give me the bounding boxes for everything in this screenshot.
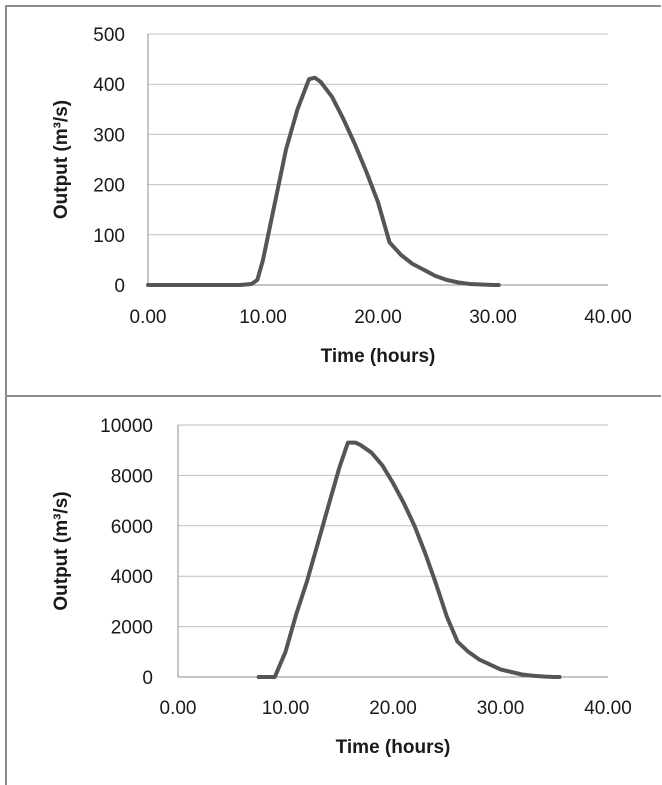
x-tick-label: 30.00 (477, 698, 525, 719)
bottom-line-chart: 0 2000 4000 6000 8000 10000 0.00 10.00 20.00 30.0… (51, 416, 632, 758)
top-line-chart: 0 100 200 300 400 500 0.00 10.00 20.00 30.00 40.00… (51, 25, 632, 367)
y-axis-title: Output (m³/s) (51, 100, 72, 219)
y-tick-label: 8000 (111, 466, 153, 487)
x-tick-label: 30.00 (469, 307, 517, 328)
y-tick-label: 10000 (100, 416, 153, 437)
y-tick-label: 100 (93, 226, 125, 247)
x-axis-title: Time (hours) (336, 737, 451, 758)
y-axis-title: Output (m³/s) (51, 491, 72, 610)
y-tick-label: 400 (93, 75, 125, 96)
x-tick-label: 40.00 (584, 698, 632, 719)
y-tick-label: 500 (93, 25, 125, 46)
y-tick-label: 200 (93, 176, 125, 197)
y-tick-label: 0 (114, 276, 125, 297)
x-tick-label: 10.00 (262, 698, 310, 719)
x-tick-label: 20.00 (354, 307, 402, 328)
x-tick-label: 40.00 (584, 307, 632, 328)
series-line (146, 75, 501, 287)
y-tick-label: 300 (93, 125, 125, 146)
x-tick-label: 20.00 (369, 698, 417, 719)
y-tick-label: 2000 (111, 618, 153, 639)
y-tick-label: 6000 (111, 517, 153, 538)
x-tick-label: 0.00 (130, 307, 167, 328)
series-line (256, 440, 562, 679)
y-tick-label: 4000 (111, 567, 153, 588)
y-tick-label: 0 (142, 668, 153, 689)
x-axis-title: Time (hours) (321, 346, 436, 367)
x-tick-label: 0.00 (160, 698, 197, 719)
x-tick-label: 10.00 (239, 307, 287, 328)
